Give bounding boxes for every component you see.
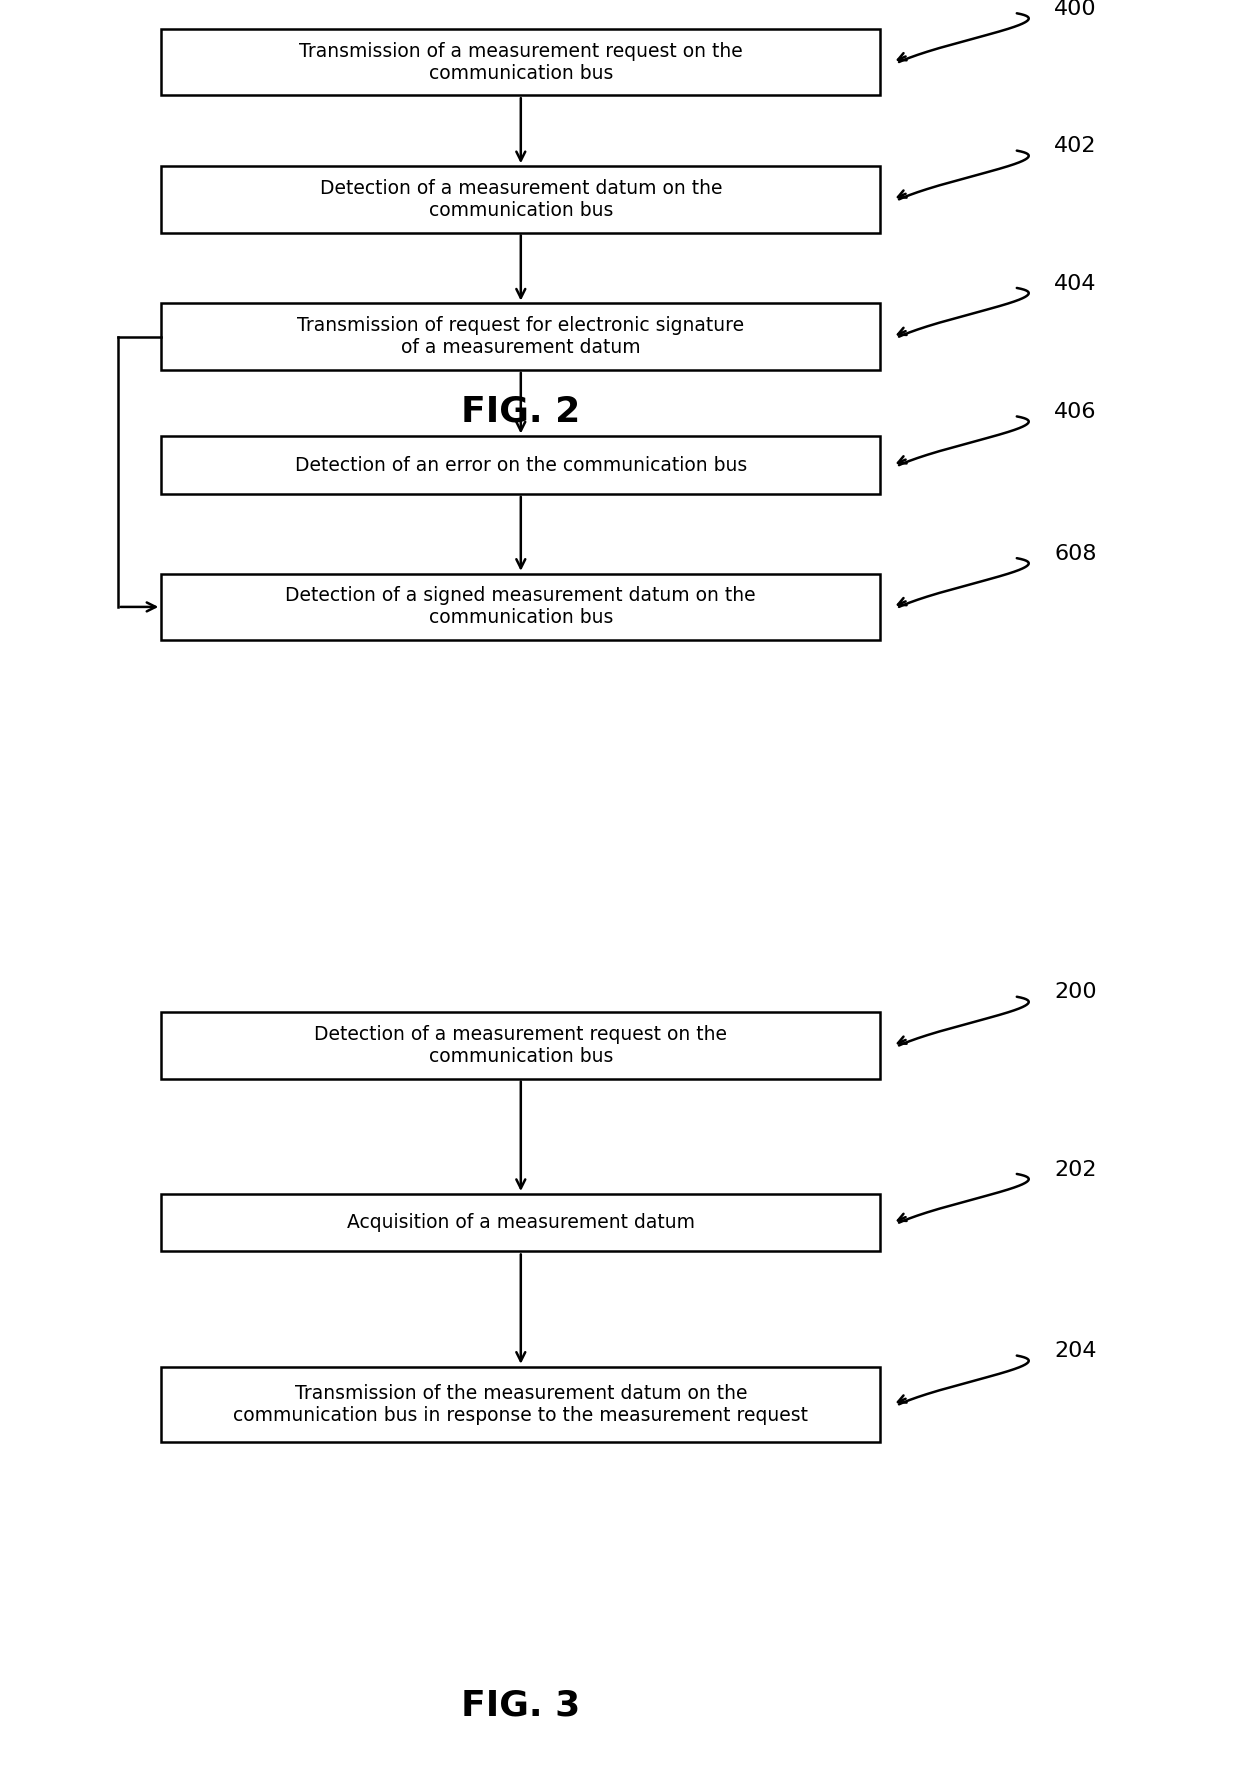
Text: 200: 200 xyxy=(1054,982,1096,1003)
Text: 204: 204 xyxy=(1054,1341,1096,1361)
Text: Detection of an error on the communication bus: Detection of an error on the communicati… xyxy=(295,455,746,475)
Bar xyxy=(161,1012,880,1079)
Bar xyxy=(161,574,880,640)
Text: Detection of a signed measurement datum on the
communication bus: Detection of a signed measurement datum … xyxy=(285,587,756,627)
Text: 400: 400 xyxy=(1054,0,1096,19)
Text: FIG. 2: FIG. 2 xyxy=(461,395,580,429)
Text: 404: 404 xyxy=(1054,273,1096,294)
Bar xyxy=(161,28,880,96)
Text: Transmission of request for electronic signature
of a measurement datum: Transmission of request for electronic s… xyxy=(298,315,744,358)
Text: 406: 406 xyxy=(1054,402,1096,422)
Text: Detection of a measurement request on the
communication bus: Detection of a measurement request on th… xyxy=(314,1024,728,1067)
Text: Transmission of the measurement datum on the
communication bus in response to th: Transmission of the measurement datum on… xyxy=(233,1384,808,1425)
Bar xyxy=(161,1194,880,1251)
Text: 608: 608 xyxy=(1054,544,1096,563)
Text: 402: 402 xyxy=(1054,136,1096,156)
Bar xyxy=(161,167,880,232)
Bar xyxy=(161,303,880,370)
Text: Detection of a measurement datum on the
communication bus: Detection of a measurement datum on the … xyxy=(320,179,722,220)
Text: FIG. 3: FIG. 3 xyxy=(461,1689,580,1722)
Bar xyxy=(161,436,880,494)
Text: Transmission of a measurement request on the
communication bus: Transmission of a measurement request on… xyxy=(299,41,743,83)
Text: 202: 202 xyxy=(1054,1159,1096,1180)
Bar xyxy=(161,1366,880,1442)
Text: Acquisition of a measurement datum: Acquisition of a measurement datum xyxy=(347,1214,694,1232)
